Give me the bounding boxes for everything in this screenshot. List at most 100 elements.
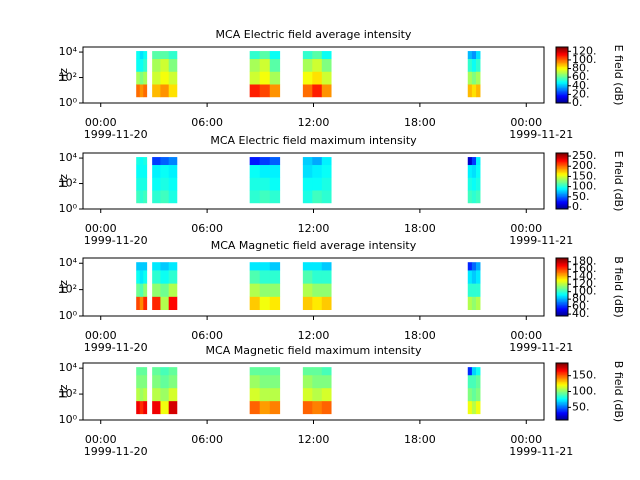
spectrogram-cell	[467, 71, 473, 85]
spectrogram-cell	[321, 51, 332, 60]
x-tick-label: 00:00	[510, 222, 542, 235]
colorbar-step	[556, 76, 568, 79]
spectrogram-cell	[259, 71, 271, 85]
spectrogram-cell	[302, 164, 313, 178]
spectrogram-cell	[136, 58, 141, 72]
spectrogram-cell	[160, 270, 169, 284]
spectrogram-cell	[269, 262, 281, 271]
spectrogram-cell	[168, 51, 178, 60]
x-tick-label: 12:00	[298, 222, 330, 235]
spectrogram-cell	[160, 400, 169, 415]
colorbar-step	[556, 398, 568, 401]
spectrogram-cell	[321, 262, 332, 271]
colorbar-step	[556, 51, 568, 54]
spectrogram-cell	[471, 71, 477, 85]
spectrogram-cell	[467, 177, 473, 191]
spectrogram-cell	[143, 164, 148, 178]
spectrogram-cell	[152, 270, 161, 284]
spectrogram-cell	[269, 283, 281, 297]
spectrogram-cell	[321, 177, 332, 191]
colorbar-step	[556, 308, 568, 311]
colorbar-step	[556, 171, 568, 174]
x-date-label: 1999-11-20	[84, 445, 148, 458]
colorbar-step	[556, 371, 568, 374]
spectrogram-cell	[471, 51, 477, 60]
y-tick-label: 10⁴	[59, 361, 78, 374]
spectrogram-cell	[139, 164, 144, 178]
spectrogram-cell	[259, 367, 271, 376]
spectrogram-cell	[152, 374, 161, 389]
colorbar-step	[556, 388, 568, 391]
colorbar-step	[556, 411, 568, 414]
spectrogram-cell	[152, 177, 161, 191]
spectrogram-cell	[467, 283, 473, 297]
colorbar-step	[556, 258, 568, 260]
colorbar-step	[556, 414, 568, 417]
panel-title: MCA Magnetic field average intensity	[211, 239, 417, 252]
spectrogram-cell	[269, 164, 281, 178]
spectrogram-cell	[136, 296, 141, 311]
colorbar-step	[556, 302, 568, 305]
spectrogram-cell	[471, 190, 477, 204]
colorbar-tick-label: 180.	[572, 255, 597, 268]
spectrogram-cell	[139, 296, 144, 311]
spectrogram-cell	[152, 71, 161, 85]
spectrogram-cell	[136, 387, 141, 402]
spectrogram-cell	[312, 400, 323, 415]
colorbar-step	[556, 387, 568, 390]
spectrogram-cell	[139, 51, 144, 60]
colorbar-step	[556, 54, 568, 56]
spectrogram-cell	[143, 157, 148, 166]
colorbar-step	[556, 203, 568, 206]
x-tick-label: 00:00	[85, 222, 117, 235]
colorbar-tick-label: 50.	[572, 400, 590, 413]
x-tick-label: 06:00	[191, 222, 223, 235]
spectrogram-cell	[143, 58, 148, 72]
colorbar-step	[556, 48, 568, 51]
colorbar-step	[556, 294, 568, 297]
spectrogram-cell	[476, 296, 481, 311]
spectrogram-cell	[269, 374, 281, 389]
spectrogram-cell	[269, 51, 281, 60]
colorbar-step	[556, 365, 568, 368]
spectrogram-cell	[259, 177, 271, 191]
colorbar-step	[556, 265, 568, 268]
spectrogram-cell	[302, 190, 313, 204]
colorbar-step	[556, 66, 568, 69]
spectrogram-cell	[471, 262, 477, 271]
spectrogram-cell	[160, 262, 169, 271]
colorbar-step	[556, 284, 568, 287]
x-tick-label: 18:00	[404, 433, 436, 446]
spectrogram-cell	[467, 374, 473, 389]
spectrogram-cell	[312, 157, 323, 166]
colorbar-step	[556, 82, 568, 84]
spectrogram-cell	[136, 157, 141, 166]
spectrogram-cell	[136, 71, 141, 85]
spectrogram-cell	[312, 374, 323, 389]
colorbar-step	[556, 80, 568, 83]
colorbar-step	[556, 164, 568, 167]
spectrogram-cell	[302, 51, 313, 60]
spectrogram-cell	[136, 283, 141, 297]
spectrogram-cell	[143, 71, 148, 85]
spectrogram-cell	[302, 84, 313, 98]
spectrogram-cell	[259, 387, 271, 402]
spectrogram-cell	[321, 71, 332, 85]
spectrogram-cell	[160, 296, 169, 311]
spectrogram-cell	[249, 157, 261, 166]
spectrogram-cell	[143, 367, 148, 376]
colorbar-step	[556, 162, 568, 165]
spectrogram-cell	[302, 58, 313, 72]
spectrogram-cell	[139, 270, 144, 284]
colorbar-step	[556, 185, 568, 188]
spectrogram-cell	[259, 283, 271, 297]
spectrogram-cell	[249, 283, 261, 297]
x-date-label: 1999-11-20	[84, 341, 148, 354]
colorbar-step	[556, 158, 568, 161]
colorbar-step	[556, 291, 568, 294]
colorbar-step	[556, 63, 568, 66]
x-tick-label: 06:00	[191, 116, 223, 129]
spectrogram-cell	[139, 367, 144, 376]
colorbar-step	[556, 192, 568, 195]
